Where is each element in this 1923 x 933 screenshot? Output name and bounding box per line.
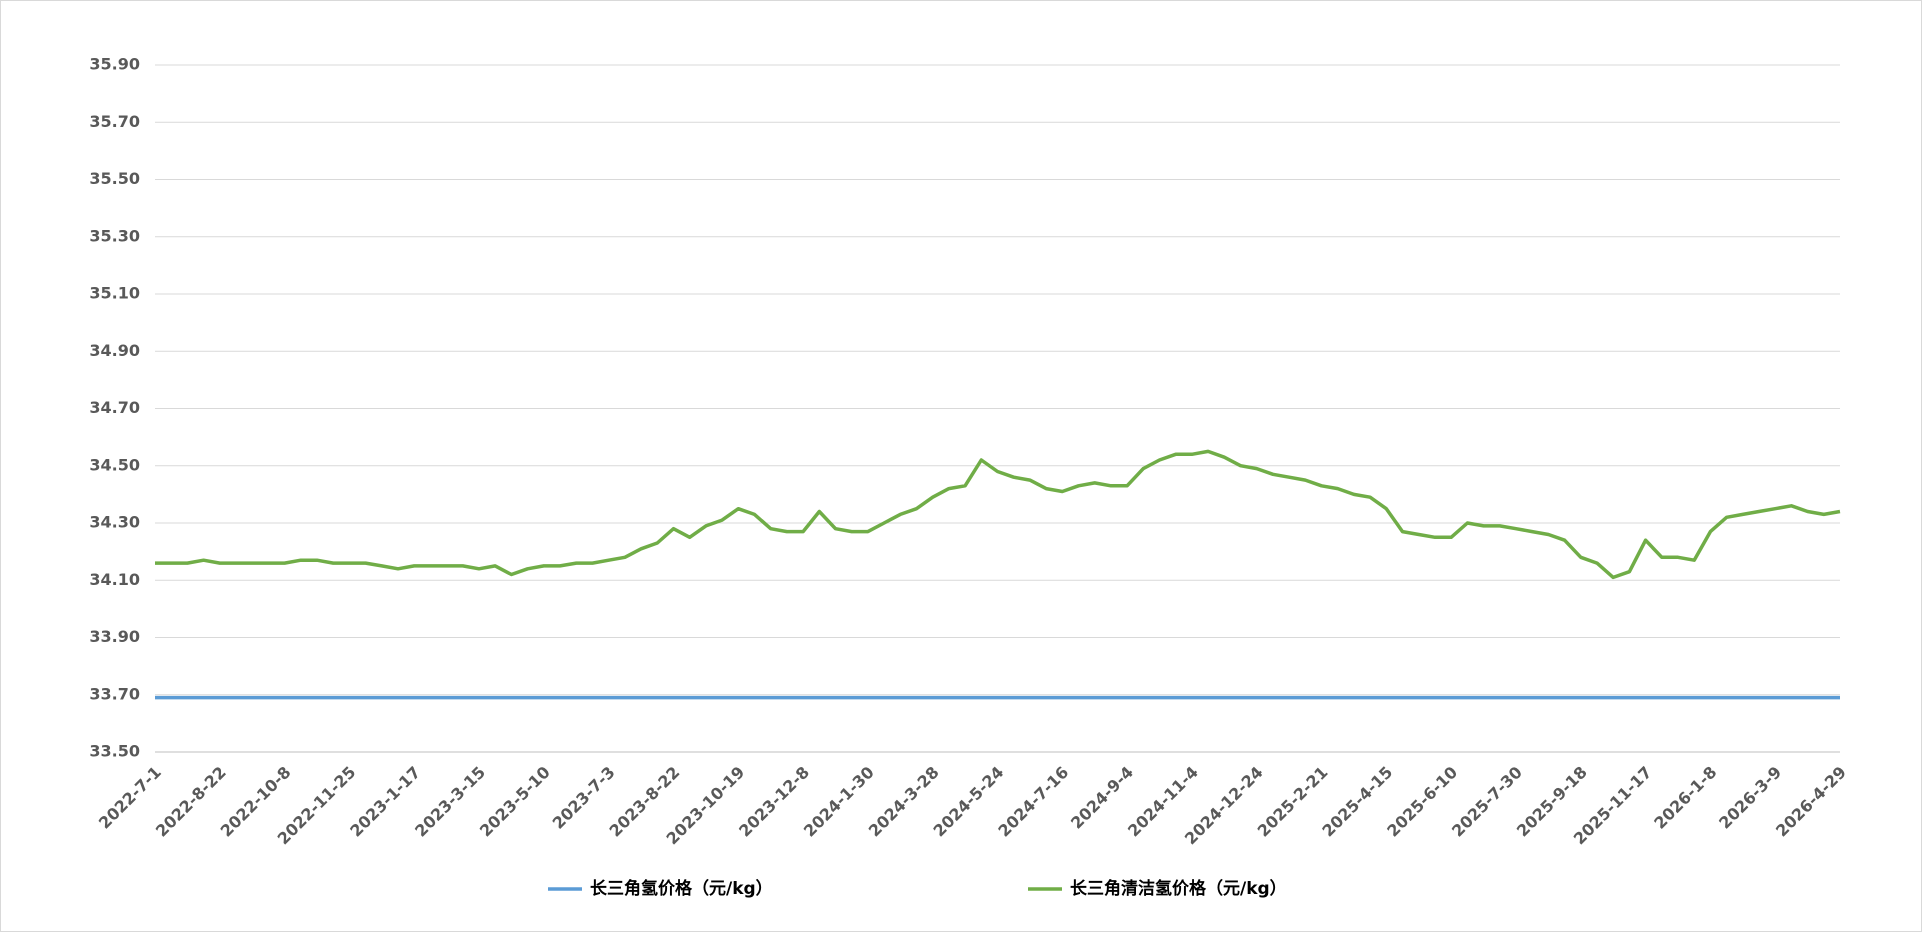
y-tick-label: 35.30 xyxy=(89,226,140,245)
y-tick-label: 34.50 xyxy=(89,455,140,474)
y-tick-label: 33.90 xyxy=(89,627,140,646)
legend-label: 长三角氢价格（元/kg） xyxy=(590,878,773,899)
y-tick-label: 33.70 xyxy=(89,684,140,703)
y-tick-label: 34.10 xyxy=(89,570,140,589)
y-tick-label: 34.30 xyxy=(89,513,140,532)
legend-label: 长三角清洁氢价格（元/kg） xyxy=(1070,878,1287,899)
y-tick-label: 34.90 xyxy=(89,341,140,360)
y-tick-label: 35.70 xyxy=(89,112,140,131)
y-tick-label: 34.70 xyxy=(89,398,140,417)
y-tick-label: 35.90 xyxy=(89,55,140,74)
y-tick-label: 35.10 xyxy=(89,284,140,303)
series-line xyxy=(155,449,1841,580)
y-tick-label: 35.50 xyxy=(89,169,140,188)
y-tick-label: 33.50 xyxy=(89,742,140,761)
